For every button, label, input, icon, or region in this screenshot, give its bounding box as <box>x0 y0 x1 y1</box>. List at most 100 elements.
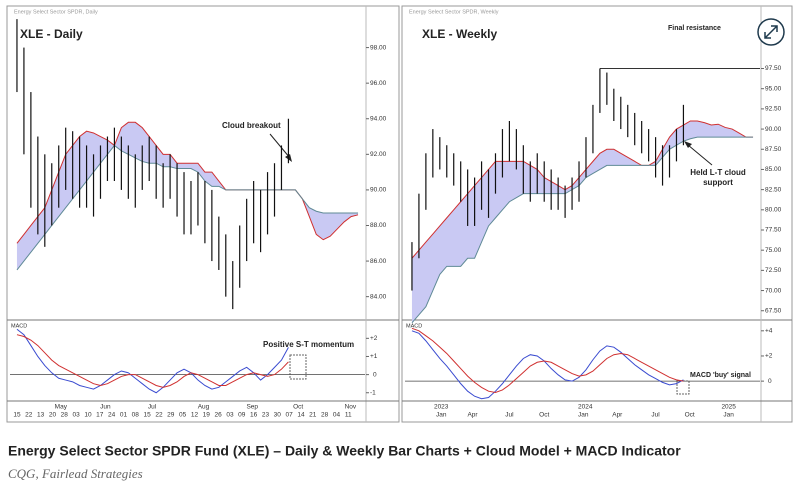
panel-title: MACD <box>11 323 27 329</box>
x-tick-label-major: Aug <box>198 404 210 411</box>
cloud <box>16 122 359 270</box>
cloud-top <box>411 120 754 259</box>
x-tick-label: Jul <box>505 412 514 419</box>
y-tick-label: 75.00 <box>765 247 782 254</box>
x-tick-label: 03 <box>226 412 234 419</box>
cloud <box>411 120 754 323</box>
y-tick-label: 72.50 <box>765 267 782 274</box>
y-tick-label: 92.00 <box>370 151 387 158</box>
x-tick-label-major: Sep <box>246 404 258 411</box>
x-tick-label: 10 <box>84 412 92 419</box>
annotation: Cloud breakout <box>222 121 281 130</box>
y-tick-label: 70.00 <box>765 287 782 294</box>
x-tick-label: Oct <box>685 412 695 419</box>
x-tick-label-major: Jun <box>100 404 111 411</box>
x-tick-label: 03 <box>73 412 81 419</box>
annotation: MACD 'buy' signal <box>690 372 751 379</box>
y-tick-label: +2 <box>370 335 378 342</box>
expand-icon[interactable] <box>764 25 778 39</box>
arrow-head <box>684 141 692 148</box>
x-tick-label: 28 <box>61 412 69 419</box>
x-tick-label: Oct <box>539 412 549 419</box>
x-tick-label-major: 2025 <box>721 404 736 411</box>
cloud-bottom <box>16 144 359 271</box>
x-tick-label: 24 <box>108 412 116 419</box>
x-tick-label: 11 <box>345 412 352 419</box>
y-tick-label: 88.00 <box>370 222 387 229</box>
annotation-arrow <box>269 133 291 159</box>
macd-line <box>16 334 289 388</box>
x-tick-label: 22 <box>25 412 33 419</box>
y-tick-label: +1 <box>370 353 378 360</box>
x-tick-label: 14 <box>297 412 305 419</box>
chart-title: XLE - Daily <box>20 27 83 41</box>
y-tick-label: 84.00 <box>370 293 387 300</box>
x-tick-label: Jan <box>436 412 447 419</box>
x-tick-label: 08 <box>132 412 140 419</box>
y-tick-label: 90.00 <box>765 126 782 133</box>
x-tick-label: Jan <box>723 412 734 419</box>
y-tick-label: +4 <box>765 328 773 335</box>
caption: Energy Select Sector SPDR Fund (XLE) – D… <box>8 443 681 459</box>
macd-line <box>16 328 289 394</box>
x-tick-label-major: 2024 <box>578 404 593 411</box>
x-tick-label: 16 <box>250 412 258 419</box>
y-tick-label: +2 <box>765 353 773 360</box>
x-tick-label-major: Oct <box>293 404 303 411</box>
y-tick-label: 0 <box>768 378 772 385</box>
y-tick-label: 92.50 <box>765 106 782 113</box>
x-tick-label: Apr <box>467 412 478 419</box>
macd-line <box>411 327 684 393</box>
y-tick-label: 0 <box>373 371 377 378</box>
y-tick-label: 80.00 <box>765 207 782 214</box>
x-tick-label: 28 <box>321 412 329 419</box>
expand-button[interactable] <box>757 18 785 46</box>
y-tick-label: 87.50 <box>765 146 782 153</box>
x-tick-label: 29 <box>167 412 175 419</box>
x-tick-label: 15 <box>13 412 21 419</box>
y-tick-label: 90.00 <box>370 187 387 194</box>
x-tick-label: 17 <box>96 412 104 419</box>
macd-line <box>411 330 684 400</box>
x-tick-label: 19 <box>203 412 211 419</box>
x-tick-label: Jul <box>651 412 660 419</box>
y-tick-label: -1 <box>370 389 376 396</box>
panel-title: MACD <box>406 323 422 329</box>
x-tick-label: Apr <box>612 412 623 419</box>
x-tick-label: 13 <box>37 412 45 419</box>
x-tick-label: Jan <box>578 412 589 419</box>
y-tick-label: 82.50 <box>765 186 782 193</box>
y-tick-label: 77.50 <box>765 227 782 234</box>
x-tick-label: 21 <box>309 412 317 419</box>
annotation-arrow <box>687 144 713 166</box>
x-tick-label: 20 <box>49 412 57 419</box>
annotation: support <box>703 178 733 187</box>
y-tick-label: 98.00 <box>370 44 387 51</box>
x-tick-label: 01 <box>120 412 128 419</box>
y-tick-label: 96.00 <box>370 80 387 87</box>
y-tick-label: 95.00 <box>765 85 782 92</box>
x-tick-label-major: May <box>55 404 68 411</box>
x-tick-label-major: Jul <box>148 404 157 411</box>
annotation: Positive S-T momentum <box>263 340 354 349</box>
chart-title: XLE - Weekly <box>422 27 497 41</box>
source: CQG, Fairlead Strategies <box>8 466 143 481</box>
highlight-box <box>289 354 307 380</box>
y-tick-label: 86.00 <box>370 258 387 265</box>
x-tick-label: 09 <box>238 412 246 419</box>
header-small: Energy Select Sector SPDR, Weekly <box>409 9 499 15</box>
x-tick-label: 22 <box>155 412 163 419</box>
x-tick-label: 15 <box>144 412 152 419</box>
y-tick-label: 85.00 <box>765 166 782 173</box>
x-tick-label: 05 <box>179 412 187 419</box>
y-tick-label: 67.50 <box>765 307 782 314</box>
annotation: Held L-T cloud <box>690 168 746 177</box>
header-small: Energy Select Sector SPDR, Daily <box>14 9 98 15</box>
x-tick-label: 07 <box>286 412 294 419</box>
x-tick-label-major: 2023 <box>434 404 449 411</box>
x-tick-label: 30 <box>274 412 282 419</box>
cloud-bottom <box>411 136 754 324</box>
x-tick-label: 23 <box>262 412 270 419</box>
y-tick-label: 94.00 <box>370 115 387 122</box>
